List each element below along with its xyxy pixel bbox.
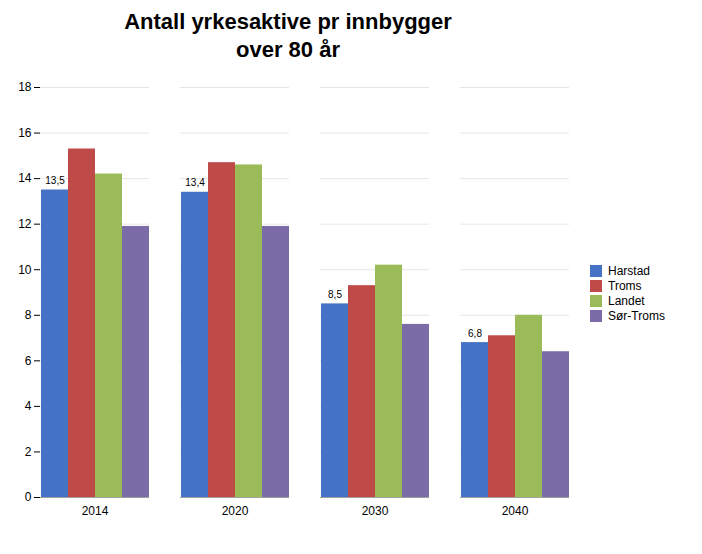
svg-text:2040: 2040	[502, 504, 529, 518]
html-text:Harstad: Harstad	[608, 264, 650, 278]
svg-text:2: 2	[25, 445, 32, 459]
svg-text:13,5: 13,5	[45, 175, 65, 186]
svg-text:2030: 2030	[362, 504, 389, 518]
svg-text:18: 18	[18, 80, 32, 94]
svg-text:0: 0	[25, 490, 32, 504]
html-text:Antall yrkesaktive pr innbygge: Antall yrkesaktive pr innbygger over 80 …	[124, 9, 452, 62]
html-text:Troms: Troms	[608, 279, 642, 293]
svg-text:2020: 2020	[222, 504, 249, 518]
svg-text:12: 12	[18, 217, 32, 231]
svg-text:8: 8	[25, 308, 32, 322]
svg-text:6,8: 6,8	[468, 328, 482, 339]
svg-text:16: 16	[18, 126, 32, 140]
svg-text:10: 10	[18, 263, 32, 277]
svg-text:8,5: 8,5	[328, 289, 342, 300]
svg-text:13,4: 13,4	[185, 177, 205, 188]
svg-text:4: 4	[25, 399, 32, 413]
html-text:Sør-Troms: Sør-Troms	[608, 309, 665, 323]
svg-text:14: 14	[18, 171, 32, 185]
html-text:Landet: Landet	[608, 294, 645, 308]
svg-text:2014: 2014	[82, 504, 109, 518]
svg-text:6: 6	[25, 354, 32, 368]
